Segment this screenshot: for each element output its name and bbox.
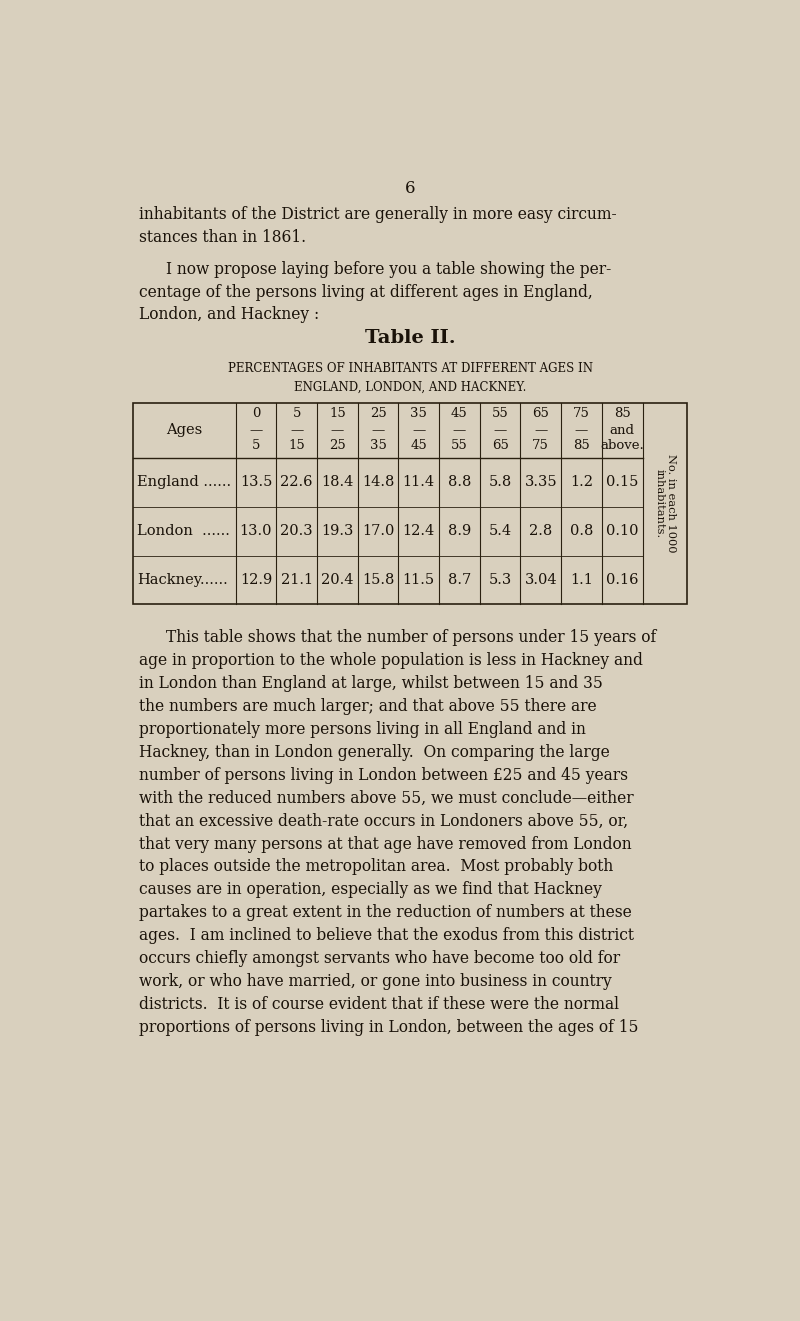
Text: with the reduced numbers above 55, we must conclude—either: with the reduced numbers above 55, we mu… <box>138 790 634 807</box>
Text: 19.3: 19.3 <box>321 524 354 538</box>
Text: occurs chiefly amongst servants who have become too old for: occurs chiefly amongst servants who have… <box>138 950 620 967</box>
Text: 2.8: 2.8 <box>529 524 553 538</box>
Text: centage of the persons living at different ages in England,: centage of the persons living at differe… <box>138 284 593 301</box>
Text: 3.04: 3.04 <box>525 573 557 587</box>
Text: 65: 65 <box>532 407 550 420</box>
Text: Ages: Ages <box>166 423 202 437</box>
Text: above.: above. <box>600 439 644 452</box>
Text: 75: 75 <box>573 407 590 420</box>
Text: proportions of persons living in London, between the ages of 15: proportions of persons living in London,… <box>138 1018 638 1036</box>
Text: —: — <box>250 424 262 437</box>
Text: 25: 25 <box>370 407 386 420</box>
Text: ENGLAND, LONDON, AND HACKNEY.: ENGLAND, LONDON, AND HACKNEY. <box>294 380 526 394</box>
Text: Hackney, than in London generally.  On comparing the large: Hackney, than in London generally. On co… <box>138 744 610 761</box>
Text: proportionately more persons living in all England and in: proportionately more persons living in a… <box>138 721 586 737</box>
Text: London  ......: London ...... <box>138 524 230 538</box>
Text: 17.0: 17.0 <box>362 524 394 538</box>
Text: Hackney......: Hackney...... <box>138 573 228 587</box>
Text: 0.8: 0.8 <box>570 524 593 538</box>
Text: 11.5: 11.5 <box>402 573 434 587</box>
Text: and: and <box>610 424 634 437</box>
Text: that an excessive death-rate occurs in Londoners above 55, or,: that an excessive death-rate occurs in L… <box>138 812 628 830</box>
Text: number of persons living in London between £25 and 45 years: number of persons living in London betwe… <box>138 766 628 783</box>
Text: —: — <box>453 424 466 437</box>
Text: 0.16: 0.16 <box>606 573 638 587</box>
Text: 18.4: 18.4 <box>321 476 354 490</box>
Text: 0: 0 <box>252 407 260 420</box>
Text: 85: 85 <box>573 439 590 452</box>
Text: 3.35: 3.35 <box>525 476 557 490</box>
Text: 5.8: 5.8 <box>489 476 512 490</box>
Text: 5.4: 5.4 <box>489 524 512 538</box>
Text: 20.4: 20.4 <box>321 573 354 587</box>
Text: 8.7: 8.7 <box>448 573 471 587</box>
Text: 6: 6 <box>405 180 415 197</box>
Text: 8.9: 8.9 <box>448 524 471 538</box>
Text: 65: 65 <box>492 439 509 452</box>
Text: PERCENTAGES OF INHABITANTS AT DIFFERENT AGES IN: PERCENTAGES OF INHABITANTS AT DIFFERENT … <box>227 362 593 375</box>
Text: 0.15: 0.15 <box>606 476 638 490</box>
Text: 15.8: 15.8 <box>362 573 394 587</box>
Text: —: — <box>290 424 303 437</box>
Text: —: — <box>371 424 385 437</box>
Text: 5: 5 <box>252 439 260 452</box>
Text: 8.8: 8.8 <box>448 476 471 490</box>
Text: 45: 45 <box>451 407 468 420</box>
Text: England ......: England ...... <box>138 476 231 490</box>
Text: 13.0: 13.0 <box>240 524 272 538</box>
Text: —: — <box>575 424 588 437</box>
Text: 5: 5 <box>293 407 301 420</box>
Text: 14.8: 14.8 <box>362 476 394 490</box>
Text: 55: 55 <box>492 407 509 420</box>
Text: No. in each 1000
inhabitants.: No. in each 1000 inhabitants. <box>654 454 676 552</box>
Text: 1.2: 1.2 <box>570 476 593 490</box>
Text: in London than England at large, whilst between 15 and 35: in London than England at large, whilst … <box>138 675 602 692</box>
Text: —: — <box>330 424 344 437</box>
Text: 0.10: 0.10 <box>606 524 638 538</box>
Text: 15: 15 <box>329 407 346 420</box>
Text: 12.4: 12.4 <box>402 524 435 538</box>
Text: inhabitants of the District are generally in more easy circum-: inhabitants of the District are generall… <box>138 206 616 223</box>
Text: 55: 55 <box>451 439 468 452</box>
Text: the numbers are much larger; and that above 55 there are: the numbers are much larger; and that ab… <box>138 697 596 715</box>
Text: 35: 35 <box>410 407 427 420</box>
Text: Table II.: Table II. <box>365 329 455 347</box>
Text: causes are in operation, especially as we find that Hackney: causes are in operation, especially as w… <box>138 881 602 898</box>
Text: that very many persons at that age have removed from London: that very many persons at that age have … <box>138 835 631 852</box>
Bar <box>133 403 687 604</box>
Text: 35: 35 <box>370 439 386 452</box>
Text: —: — <box>412 424 426 437</box>
Text: London, and Hackney :: London, and Hackney : <box>138 306 319 324</box>
Text: partakes to a great extent in the reduction of numbers at these: partakes to a great extent in the reduct… <box>138 905 631 921</box>
Text: 1.1: 1.1 <box>570 573 593 587</box>
Text: 22.6: 22.6 <box>281 476 313 490</box>
Text: work, or who have married, or gone into business in country: work, or who have married, or gone into … <box>138 974 611 991</box>
Text: 21.1: 21.1 <box>281 573 313 587</box>
Text: —: — <box>494 424 506 437</box>
Text: 5.3: 5.3 <box>489 573 512 587</box>
Text: —: — <box>534 424 547 437</box>
Text: 13.5: 13.5 <box>240 476 272 490</box>
Text: age in proportion to the whole population is less in Hackney and: age in proportion to the whole populatio… <box>138 653 642 668</box>
Text: districts.  It is of course evident that if these were the normal: districts. It is of course evident that … <box>138 996 618 1013</box>
Text: 15: 15 <box>288 439 305 452</box>
Text: I now propose laying before you a table showing the per-: I now propose laying before you a table … <box>166 262 611 277</box>
Text: 85: 85 <box>614 407 630 420</box>
Text: to places outside the metropolitan area.  Most probably both: to places outside the metropolitan area.… <box>138 859 613 876</box>
Text: 75: 75 <box>532 439 550 452</box>
Text: 20.3: 20.3 <box>280 524 313 538</box>
Text: stances than in 1861.: stances than in 1861. <box>138 229 306 246</box>
Text: 12.9: 12.9 <box>240 573 272 587</box>
Text: This table shows that the number of persons under 15 years of: This table shows that the number of pers… <box>166 629 656 646</box>
Text: 45: 45 <box>410 439 427 452</box>
Text: 25: 25 <box>329 439 346 452</box>
Text: ages.  I am inclined to believe that the exodus from this district: ages. I am inclined to believe that the … <box>138 927 634 945</box>
Text: 11.4: 11.4 <box>402 476 434 490</box>
